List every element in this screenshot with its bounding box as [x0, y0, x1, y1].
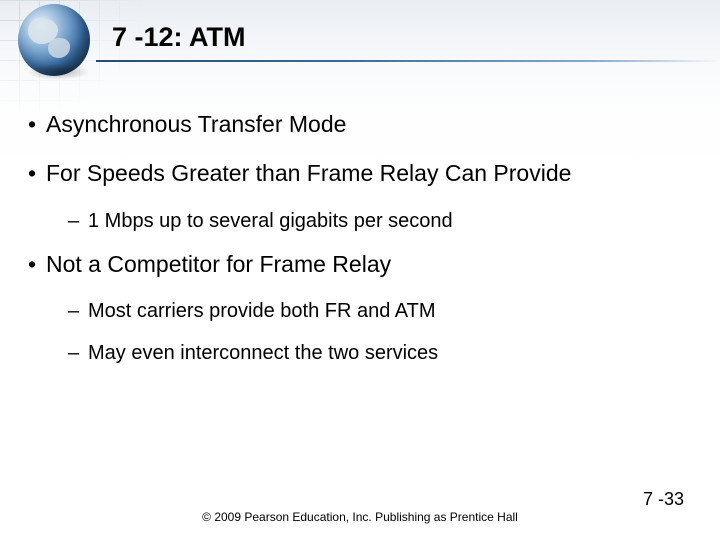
copyright-footer: © 2009 Pearson Education, Inc. Publishin… — [0, 510, 720, 524]
bullet-l1: For Speeds Greater than Frame Relay Can … — [28, 159, 692, 188]
slide-content: Asynchronous Transfer Mode For Speeds Gr… — [28, 110, 692, 382]
bullet-l2: Most carriers provide both FR and ATM — [28, 298, 692, 324]
bullet-l2: 1 Mbps up to several gigabits per second — [28, 208, 692, 234]
bullet-l2: May even interconnect the two services — [28, 340, 692, 366]
title-row: 7 -12: ATM — [112, 22, 700, 53]
bullet-l1: Asynchronous Transfer Mode — [28, 110, 692, 139]
title-underline — [96, 60, 720, 62]
globe-icon — [18, 4, 90, 76]
slide-title: 7 -12: ATM — [112, 22, 700, 53]
page-number: 7 -33 — [643, 489, 684, 510]
bullet-l1: Not a Competitor for Frame Relay — [28, 250, 692, 279]
